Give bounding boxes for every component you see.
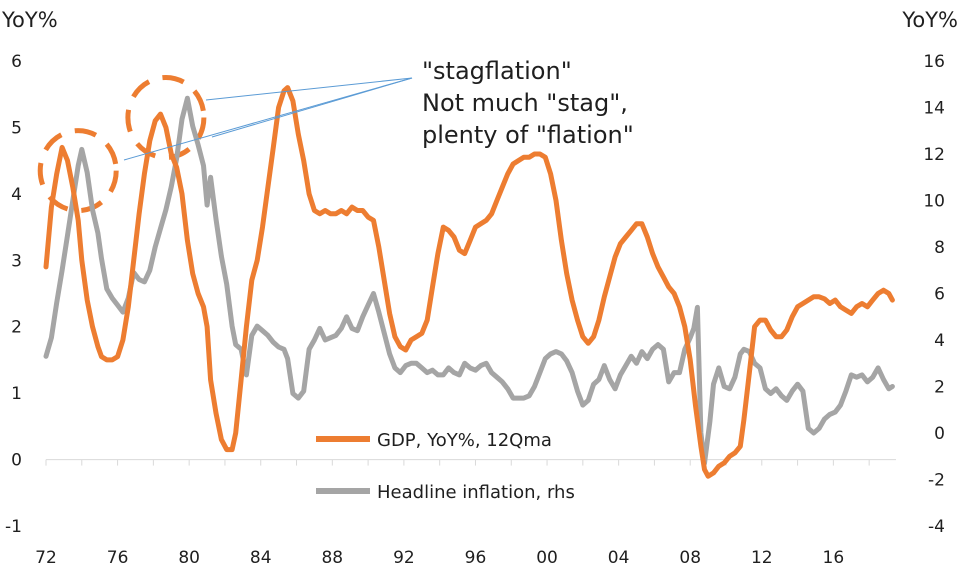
x-tick-label: 88: [321, 548, 343, 568]
y-left-tick-label: 6: [11, 52, 22, 72]
y-right-tick-label: 12: [923, 145, 945, 165]
series-line-gdp: [43, 85, 895, 479]
x-tick-label: 08: [679, 548, 701, 568]
x-tick-label: 04: [608, 548, 630, 568]
x-tick-label: 00: [536, 548, 558, 568]
annotation-line-3: plenty of "flation": [422, 121, 634, 149]
x-tick-label: 84: [250, 548, 272, 568]
annotation-line-2: Not much "stag",: [422, 89, 628, 117]
y-right-tick-label: 4: [934, 331, 945, 351]
highlight-ellipse-1: [37, 128, 119, 214]
y-left-tick-label: 2: [11, 318, 22, 338]
annotation-pointer-line: [211, 77, 413, 138]
x-tick-label: 72: [35, 548, 57, 568]
y-right-tick-label: 0: [934, 424, 945, 444]
y-left-tick-label: 5: [11, 118, 22, 138]
x-tick-label: 96: [465, 548, 487, 568]
legend: GDP, YoY%, 12Qma Headline inflation, rhs: [316, 430, 575, 503]
axis-baseline-layer: [45, 459, 896, 466]
y-right-tick-label: 6: [934, 285, 945, 305]
x-tick-label: 12: [751, 548, 773, 568]
x-tick-label: 16: [823, 548, 845, 568]
highlight-layer: [37, 74, 207, 214]
y-right-tick-label: 16: [923, 52, 945, 72]
y-left-tick-label: 0: [11, 451, 22, 471]
annotation-line-1: "stagflation": [422, 57, 572, 85]
y-right-tick-label: 10: [923, 192, 945, 212]
x-tick-label: 80: [178, 548, 200, 568]
legend-label-inflation: Headline inflation, rhs: [377, 482, 575, 503]
right-axis-unit-label: YoY%: [901, 8, 958, 32]
annotation: "stagflation" Not much "stag", plenty of…: [123, 57, 634, 161]
x-tick-label: 92: [393, 548, 415, 568]
legend-label-gdp: GDP, YoY%, 12Qma: [377, 430, 552, 451]
y-left-tick-label: 3: [11, 251, 22, 271]
annotation-pointer-line: [205, 77, 413, 101]
y-left-tick-label: -1: [5, 517, 22, 537]
y-right-tick-label: -4: [928, 517, 945, 537]
y-right-tick-label: 14: [923, 99, 945, 119]
y-left-tick-label: 4: [11, 185, 22, 205]
x-tick-label: 76: [107, 548, 129, 568]
series-layer: [43, 85, 895, 479]
left-axis-unit-label: YoY%: [1, 8, 58, 32]
highlight-ellipse-2: [125, 74, 207, 160]
y-left-tick-label: 1: [11, 384, 22, 404]
y-right-tick-label: 8: [934, 238, 945, 258]
y-right-tick-label: -2: [928, 471, 945, 491]
y-right-tick-label: 2: [934, 378, 945, 398]
